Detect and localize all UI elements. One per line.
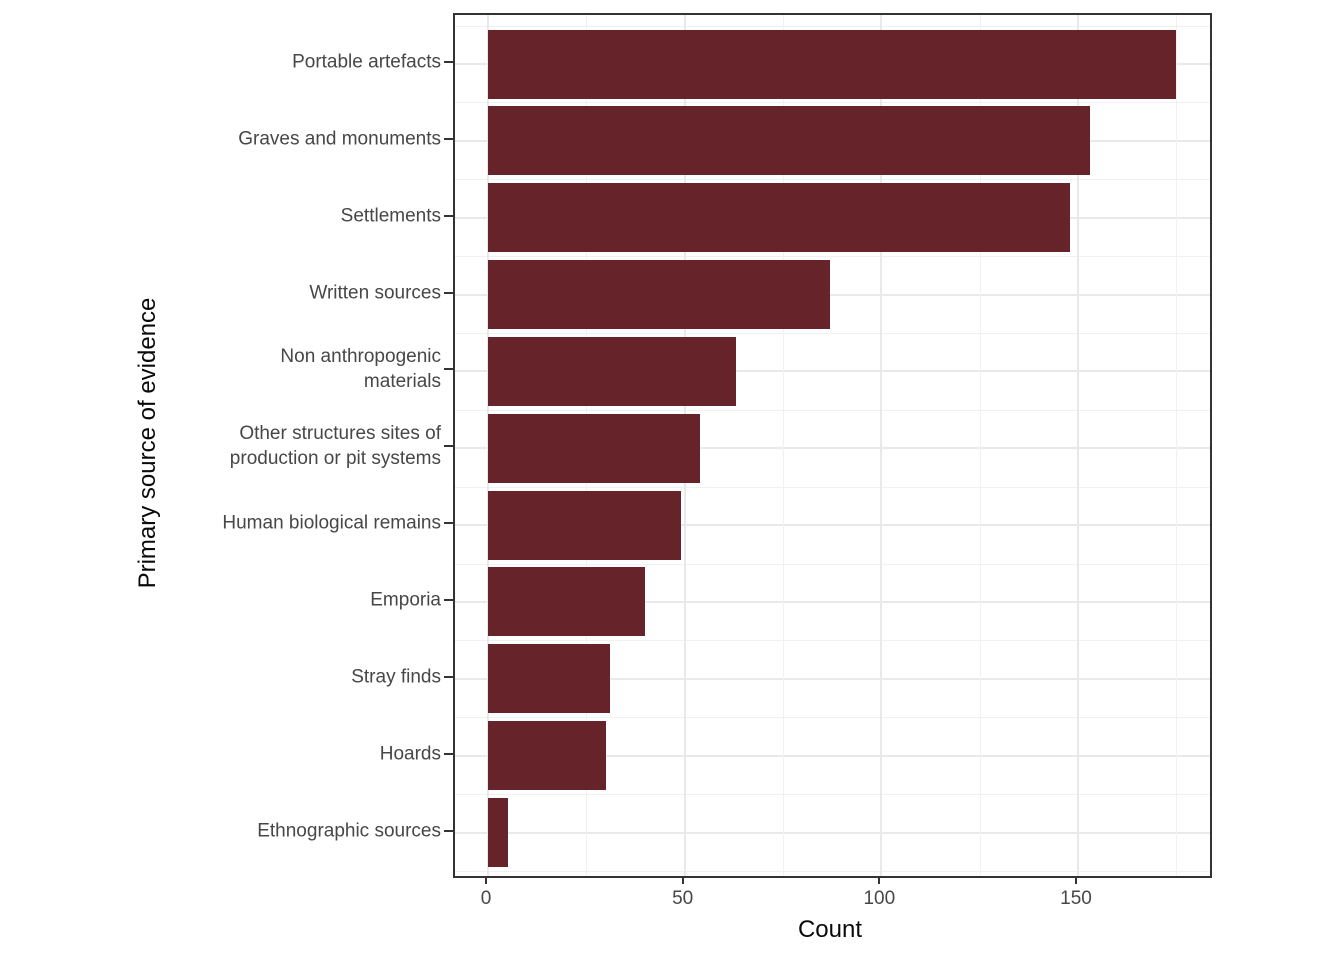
y-axis-category-label: Human biological remains	[222, 512, 441, 534]
y-axis-tick	[444, 214, 453, 217]
bar	[488, 490, 681, 560]
bar	[488, 798, 508, 867]
bar	[488, 183, 1071, 253]
bar	[488, 29, 1177, 99]
y-axis-tick	[444, 675, 453, 678]
gridline-minor-horizontal	[455, 256, 1210, 258]
y-axis-category-label: Graves and monuments	[238, 128, 441, 150]
bar	[488, 644, 610, 714]
y-axis-tick	[444, 829, 453, 832]
gridline-major-horizontal	[455, 600, 1210, 603]
bar	[488, 336, 736, 406]
gridline-minor-horizontal	[455, 794, 1210, 796]
x-axis-tick	[1074, 876, 1077, 884]
y-axis-tick	[444, 598, 453, 601]
gridline-minor-horizontal	[455, 717, 1210, 719]
y-axis-category-label: Settlements	[340, 205, 441, 227]
y-axis-category-label: Non anthropogenic materials	[280, 346, 441, 393]
gridline-minor-horizontal	[455, 870, 1210, 872]
gridline-major-horizontal	[455, 754, 1210, 757]
x-axis-tick	[485, 876, 487, 884]
gridline-major-horizontal	[455, 447, 1210, 450]
y-axis-category-label: Stray finds	[351, 666, 441, 688]
gridline-minor-horizontal	[455, 640, 1210, 642]
y-axis-tick	[444, 137, 453, 140]
x-axis-tick-label: 100	[863, 888, 896, 909]
y-axis-title: Primary source of evidence	[134, 297, 161, 589]
gridline-minor-vertical	[979, 15, 981, 876]
gridline-minor-horizontal	[455, 332, 1210, 334]
y-axis-tick	[444, 752, 453, 755]
y-axis-category-label: Written sources	[309, 282, 441, 304]
gridline-major-horizontal	[455, 370, 1210, 373]
bar	[488, 567, 646, 637]
gridline-major-horizontal	[455, 524, 1210, 527]
y-axis-category-label: Ethnographic sources	[257, 820, 441, 841]
y-axis-tick	[444, 61, 453, 63]
y-axis-tick	[444, 368, 453, 371]
bar	[488, 106, 1090, 176]
gridline-minor-horizontal	[455, 102, 1210, 104]
gridline-major-horizontal	[455, 677, 1210, 680]
x-axis-tick-label: 0	[480, 888, 492, 909]
gridline-major-vertical	[880, 15, 883, 876]
gridline-minor-horizontal	[455, 25, 1210, 27]
gridline-major-horizontal	[455, 293, 1210, 296]
gridline-minor-vertical	[1176, 15, 1178, 876]
gridline-minor-horizontal	[455, 409, 1210, 411]
gridline-minor-horizontal	[455, 563, 1210, 565]
y-axis-category-label: Emporia	[370, 589, 441, 611]
x-axis-tick-label: 50	[672, 888, 694, 909]
plot-panel	[453, 13, 1212, 878]
gridline-minor-vertical	[782, 15, 784, 876]
y-axis-category-label: Hoards	[379, 743, 441, 765]
gridline-minor-horizontal	[455, 486, 1210, 488]
gridline-major-vertical	[1076, 15, 1079, 876]
bar	[488, 721, 606, 791]
x-axis-title: Count	[797, 916, 863, 943]
gridline-minor-horizontal	[455, 179, 1210, 181]
x-axis-tick-label: 150	[1060, 888, 1092, 909]
bar	[488, 260, 831, 330]
y-axis-category-label: Other structures sites of production or …	[229, 423, 441, 470]
y-axis-category-label: Portable artefacts	[292, 51, 441, 73]
y-axis-tick	[444, 522, 453, 525]
gridline-major-horizontal	[455, 831, 1210, 834]
y-axis-tick	[444, 445, 453, 448]
bar	[488, 413, 701, 483]
y-axis-tick	[444, 291, 453, 294]
x-axis-tick	[681, 876, 684, 884]
x-axis-tick	[878, 876, 881, 884]
